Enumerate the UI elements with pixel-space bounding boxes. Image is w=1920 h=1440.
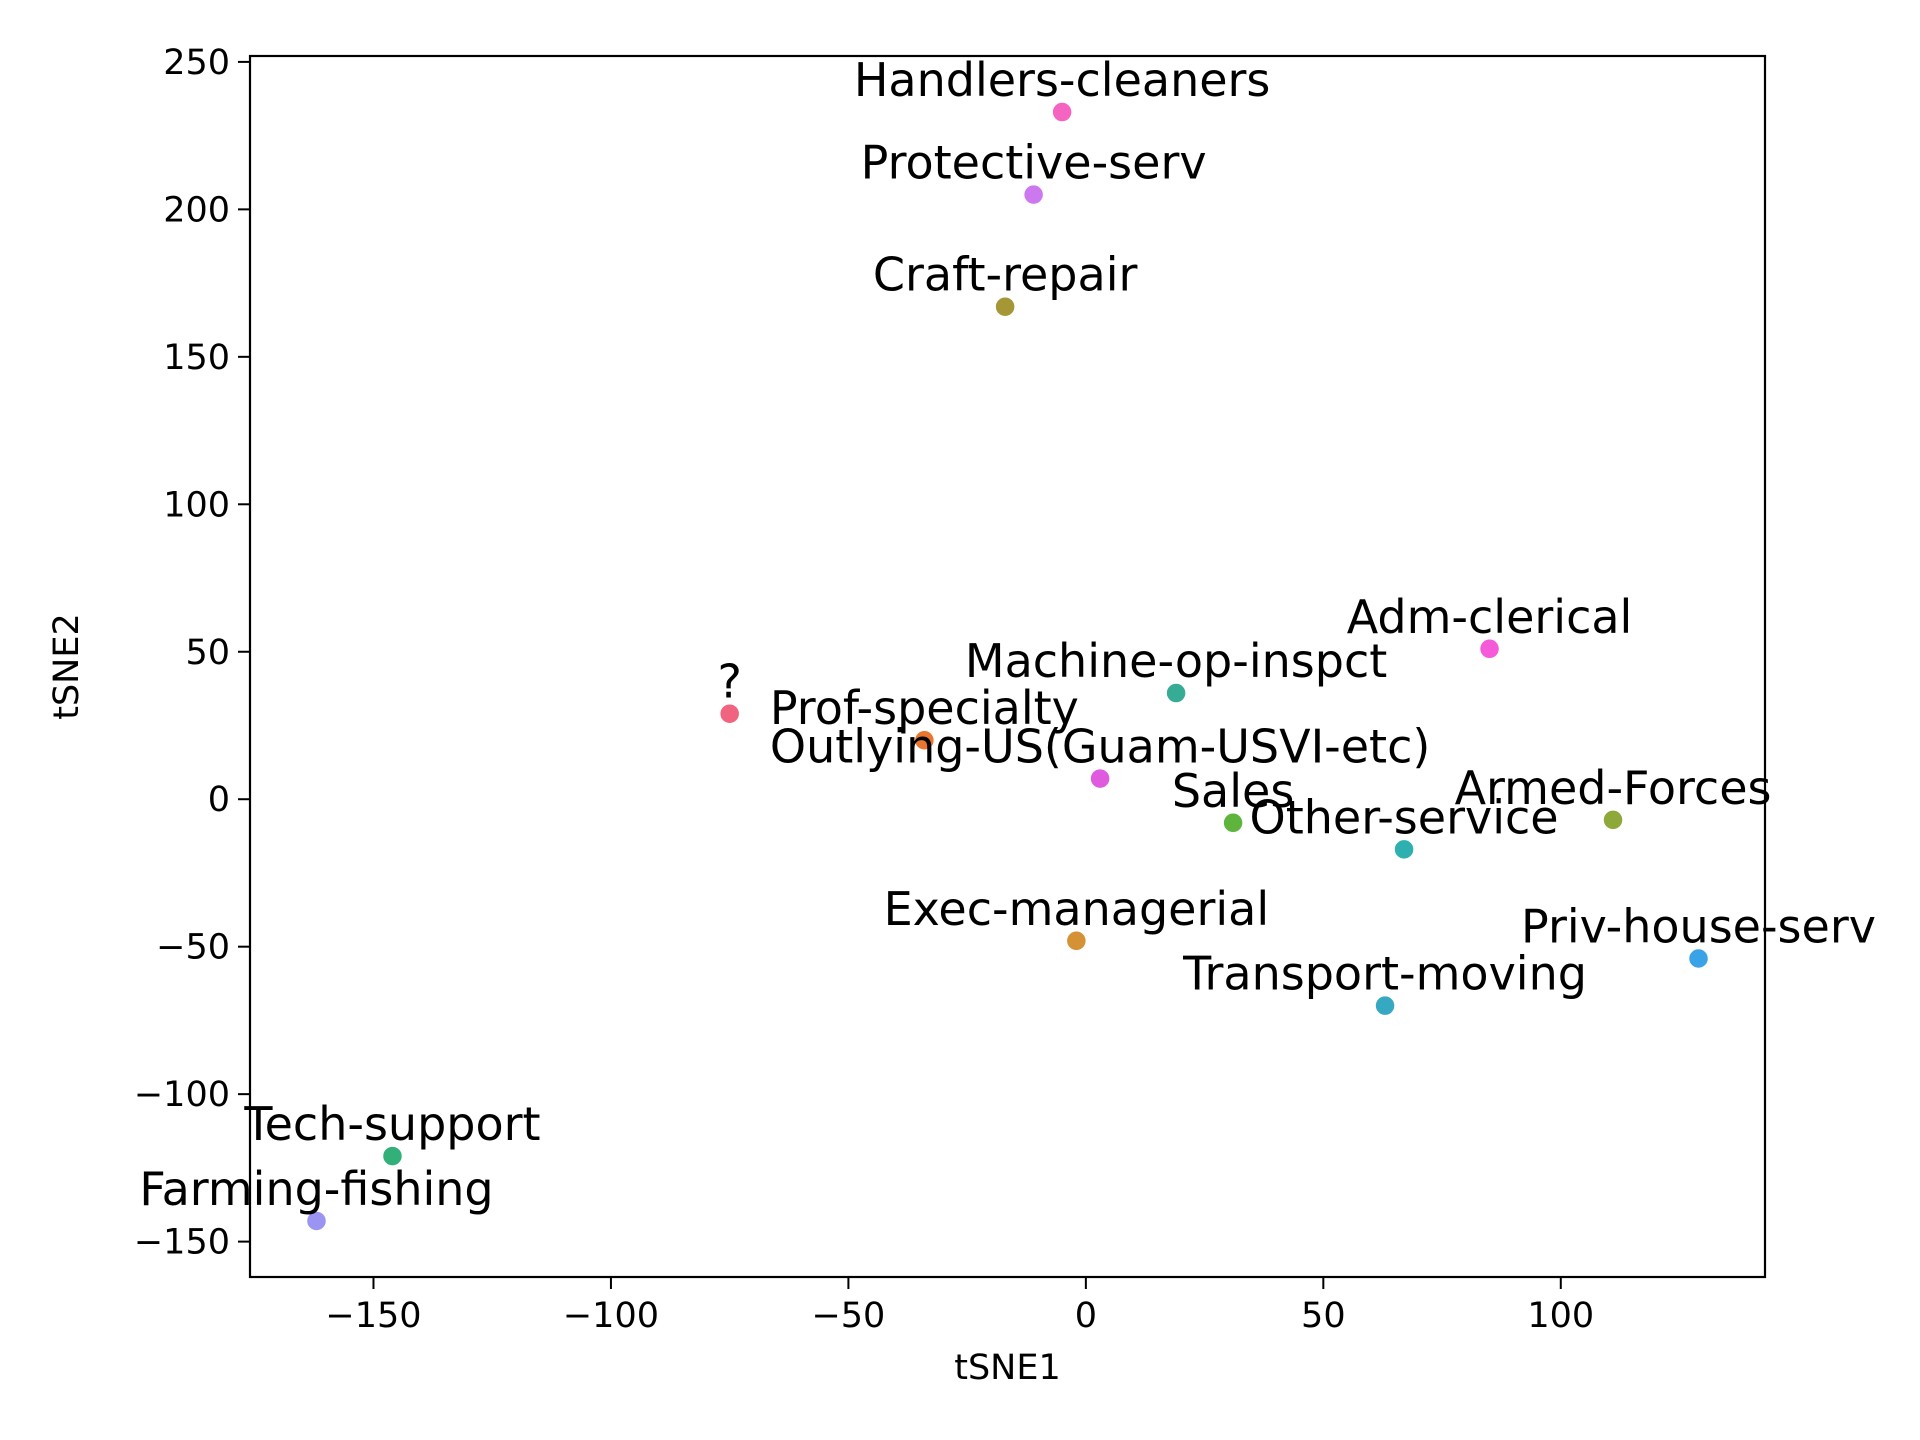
data-point <box>1393 838 1415 861</box>
data-point <box>381 1145 404 1167</box>
plot-area <box>248 54 1767 1279</box>
point-label: Outlying-US(Guam-USVI-etc) <box>770 720 1430 774</box>
data-point <box>1065 930 1088 952</box>
point-label: Craft-repair <box>873 248 1138 302</box>
y-tick-label: 0 <box>208 780 230 820</box>
x-axis: −150 −100 −50 0 50 100 <box>325 1277 1594 1336</box>
y-tick-label: −100 <box>134 1075 230 1115</box>
x-tick-label: 100 <box>1527 1296 1594 1336</box>
plot-frame <box>248 54 1767 1279</box>
point-label: Exec-managerial <box>884 882 1270 936</box>
y-tick-label: 100 <box>163 485 230 525</box>
point-label: Farming-fishing <box>139 1162 493 1216</box>
data-point <box>1165 682 1187 704</box>
data-point <box>305 1210 328 1232</box>
y-axis-label: tSNE2 <box>47 613 87 720</box>
point-labels: Handlers-cleaners Protective-serv Craft-re… <box>139 53 1876 1216</box>
data-point <box>994 295 1016 318</box>
data-point <box>1022 183 1045 206</box>
x-axis-label: tSNE1 <box>954 1348 1061 1388</box>
x-tick-label: −100 <box>563 1296 659 1336</box>
y-tick-label: −50 <box>156 928 230 968</box>
point-label: Machine-op-inspct <box>965 634 1387 688</box>
data-point <box>1051 101 1073 123</box>
point-label: Sales <box>1172 764 1294 818</box>
point-label: Other-service <box>1250 790 1559 844</box>
data-point <box>913 729 936 751</box>
point-label: Priv-house-serv <box>1521 899 1876 953</box>
point-label: Adm-clerical <box>1347 590 1633 644</box>
y-axis: −150 −100 −50 0 50 100 150 200 250 <box>134 43 250 1263</box>
point-label: Prof-specialty <box>770 681 1079 735</box>
data-point <box>718 702 741 725</box>
x-tick-label: 0 <box>1075 1296 1097 1336</box>
point-label: ? <box>717 655 741 709</box>
y-tick-label: 250 <box>163 43 230 83</box>
point-label: Tech-support <box>243 1097 540 1151</box>
point-label: Handlers-cleaners <box>854 53 1271 107</box>
y-tick-label: 50 <box>185 633 230 673</box>
data-point <box>1478 638 1501 660</box>
point-label: Armed-Forces <box>1455 761 1772 815</box>
point-label: Transport-moving <box>1182 947 1587 1001</box>
point-label: Protective-serv <box>861 136 1207 190</box>
y-tick-label: 200 <box>163 190 230 230</box>
data-point <box>1089 767 1111 790</box>
data-point <box>1602 809 1624 831</box>
y-tick-label: 150 <box>163 338 230 378</box>
data-point <box>1222 812 1244 834</box>
y-tick-label: −150 <box>134 1223 230 1263</box>
data-point <box>1687 947 1710 970</box>
x-tick-label: 50 <box>1301 1296 1346 1336</box>
x-tick-label: −50 <box>811 1296 885 1336</box>
data-point <box>1374 994 1396 1017</box>
x-tick-label: −150 <box>325 1296 421 1336</box>
